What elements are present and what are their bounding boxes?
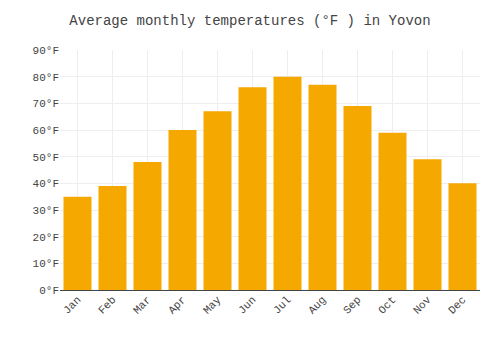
svg-text:70°F: 70°F [33,98,59,110]
svg-text:Apr: Apr [166,294,188,316]
svg-text:90°F: 90°F [33,45,59,57]
svg-text:30°F: 30°F [33,205,59,217]
svg-text:Dec: Dec [446,294,468,316]
svg-text:20°F: 20°F [33,232,59,244]
svg-text:Aug: Aug [306,294,328,316]
svg-text:May: May [201,294,224,317]
svg-text:0°F: 0°F [39,285,59,297]
svg-text:60°F: 60°F [33,125,59,137]
svg-text:Oct: Oct [376,294,398,316]
svg-text:10°F: 10°F [33,258,59,270]
svg-text:Average monthly temperatures (: Average monthly temperatures (°F ) in Yo… [69,13,430,29]
svg-text:Jul: Jul [271,294,293,316]
svg-text:Jun: Jun [236,294,258,316]
svg-text:Sep: Sep [341,294,363,316]
svg-text:50°F: 50°F [33,152,59,164]
svg-text:Feb: Feb [96,294,118,316]
svg-text:40°F: 40°F [33,178,59,190]
svg-text:Jan: Jan [61,294,83,316]
svg-text:Mar: Mar [131,294,153,316]
svg-text:Nov: Nov [411,294,434,317]
svg-text:80°F: 80°F [33,72,59,84]
